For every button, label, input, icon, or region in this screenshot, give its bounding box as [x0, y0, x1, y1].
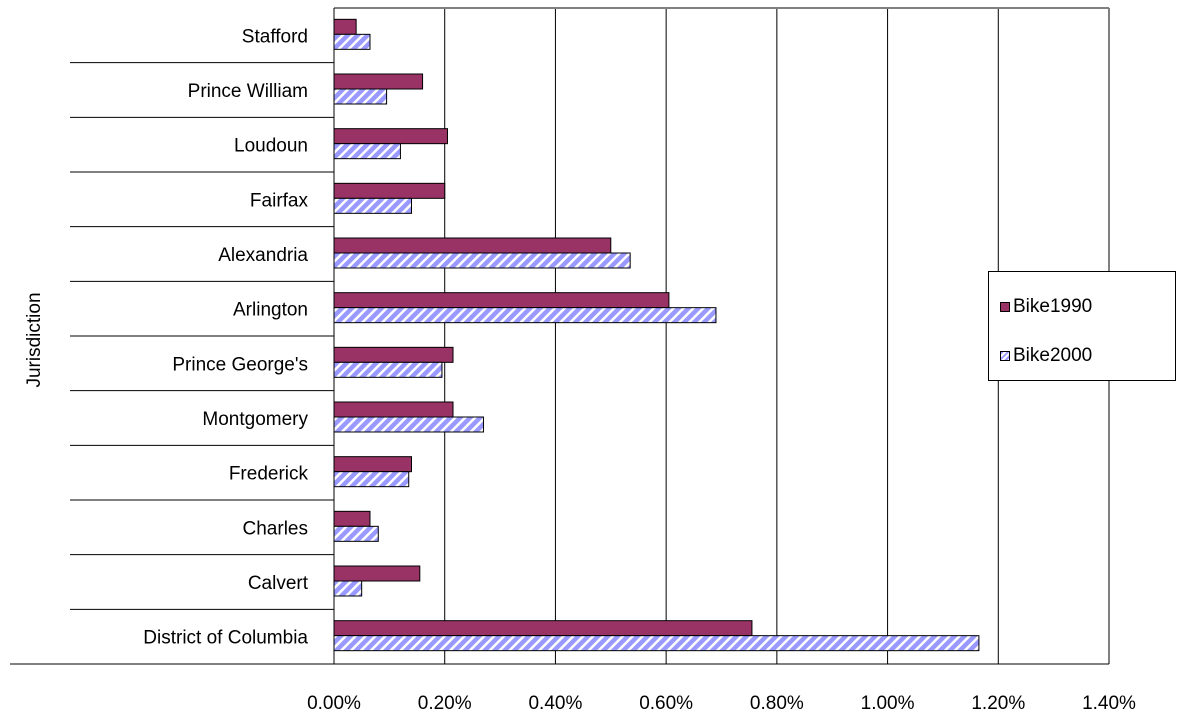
- bar-bike1990: [333, 346, 454, 363]
- bar-bike2000: [333, 580, 363, 597]
- legend: Bike1990 Bike2000: [988, 271, 1176, 381]
- bar-bike1990: [333, 565, 421, 582]
- category-label: Loudoun: [234, 136, 308, 157]
- legend-swatch-bike2000: [1000, 351, 1010, 361]
- bar-bike1990: [333, 456, 412, 473]
- category-label: Montgomery: [202, 409, 308, 430]
- bar-bike2000: [333, 525, 379, 542]
- category-label: Stafford: [242, 26, 308, 47]
- category-label: Fairfax: [250, 190, 309, 211]
- x-tick-label: 0.40%: [528, 693, 582, 714]
- y-axis-title: Jurisdiction: [24, 292, 45, 388]
- bar-bike2000: [333, 416, 484, 433]
- x-tick-label: 0.60%: [639, 693, 693, 714]
- legend-label-bike1990: Bike1990: [1013, 296, 1093, 317]
- category-label: Calvert: [248, 573, 309, 594]
- category-label: District of Columbia: [143, 628, 308, 649]
- x-tick-label: 1.00%: [861, 693, 915, 714]
- category-label: Arlington: [233, 300, 308, 321]
- bar-bike1990: [333, 182, 446, 199]
- bar-bike2000: [333, 307, 717, 324]
- legend-label-bike2000: Bike2000: [1013, 345, 1093, 366]
- bar-bike1990: [333, 128, 448, 145]
- bar-bike2000: [333, 471, 410, 488]
- category-label: Charles: [243, 518, 308, 539]
- bar-bike2000: [333, 143, 401, 160]
- category-label: Alexandria: [218, 245, 308, 266]
- category-labels: Stafford Prince William Loudoun Fairfax Alex…: [143, 26, 308, 648]
- legend-item-bike1990: Bike1990: [1000, 296, 1092, 318]
- x-tick-label: 1.20%: [971, 693, 1025, 714]
- bar-bike2000: [333, 33, 371, 50]
- bar-bike1990: [333, 18, 357, 35]
- bar-bike1990: [333, 401, 454, 418]
- x-tick-label: 1.40%: [1082, 693, 1136, 714]
- x-tick-labels: 0.00% 0.20% 0.40% 0.60% 0.80% 1.00% 1.20% 1.40%: [307, 693, 1136, 714]
- bar-bike1990: [333, 237, 612, 254]
- bars: [333, 18, 980, 652]
- plot-frame: [10, 7, 1110, 665]
- category-label: Prince William: [188, 81, 308, 102]
- bar-bike1990: [333, 510, 371, 527]
- legend-swatch-bike1990: [1000, 302, 1010, 312]
- category-label: Frederick: [229, 464, 309, 485]
- category-label: Prince George's: [172, 354, 308, 375]
- x-tick-label: 0.20%: [418, 693, 472, 714]
- legend-item-bike2000: Bike2000: [1000, 345, 1092, 367]
- bar-bike1990: [333, 292, 670, 309]
- bar-bike2000: [333, 252, 631, 269]
- x-tick-label: 0.00%: [307, 693, 361, 714]
- bar-bike2000: [333, 361, 443, 378]
- bar-bike2000: [333, 635, 980, 652]
- bar-bike1990: [333, 73, 424, 90]
- bar-bike2000: [333, 197, 412, 214]
- x-tick-label: 0.80%: [750, 693, 804, 714]
- bar-bike1990: [333, 620, 753, 637]
- bar-bike2000: [333, 88, 388, 105]
